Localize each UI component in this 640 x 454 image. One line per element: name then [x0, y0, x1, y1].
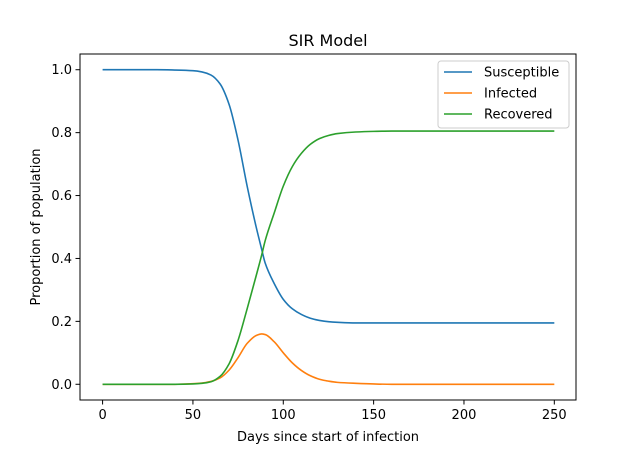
y-axis-label: Proportion of population	[29, 148, 44, 305]
series-line-infected	[102, 333, 555, 386]
y-tick-label: 0.6	[51, 189, 72, 204]
y-tick-label: 0.0	[51, 378, 72, 393]
chart-title: SIR Model	[288, 31, 367, 50]
y-tick-label: 0.8	[51, 126, 72, 141]
x-tick-label: 200	[452, 408, 477, 423]
legend-box	[437, 60, 570, 129]
series-line-recovered	[102, 130, 555, 386]
x-tick-label: 150	[361, 408, 386, 423]
series-line-susceptible	[102, 68, 555, 324]
y-tick-label: 0.2	[51, 315, 72, 330]
plot-area	[102, 68, 555, 386]
x-tick-label: 50	[185, 408, 202, 423]
x-axis-ticks: 0 50 100 150 200 250	[98, 400, 567, 423]
legend-label-susceptible: Susceptible	[484, 66, 559, 81]
y-tick-label: 0.4	[51, 252, 72, 267]
legend-label-infected: Infected	[484, 87, 537, 102]
axes-frame	[79, 53, 577, 401]
x-tick-label: 0	[98, 408, 106, 423]
y-axis-ticks: 0.0 0.2 0.4 0.6 0.8 1.0	[51, 63, 80, 393]
y-tick-label: 1.0	[51, 63, 72, 78]
legend-entries: Susceptible Infected Recovered	[444, 66, 559, 123]
x-axis-label: Days since start of infection	[237, 430, 419, 445]
legend-label-recovered: Recovered	[484, 108, 553, 123]
legend: Susceptible Infected Recovered	[437, 60, 570, 129]
x-tick-label: 250	[542, 408, 567, 423]
x-tick-label: 100	[271, 408, 296, 423]
